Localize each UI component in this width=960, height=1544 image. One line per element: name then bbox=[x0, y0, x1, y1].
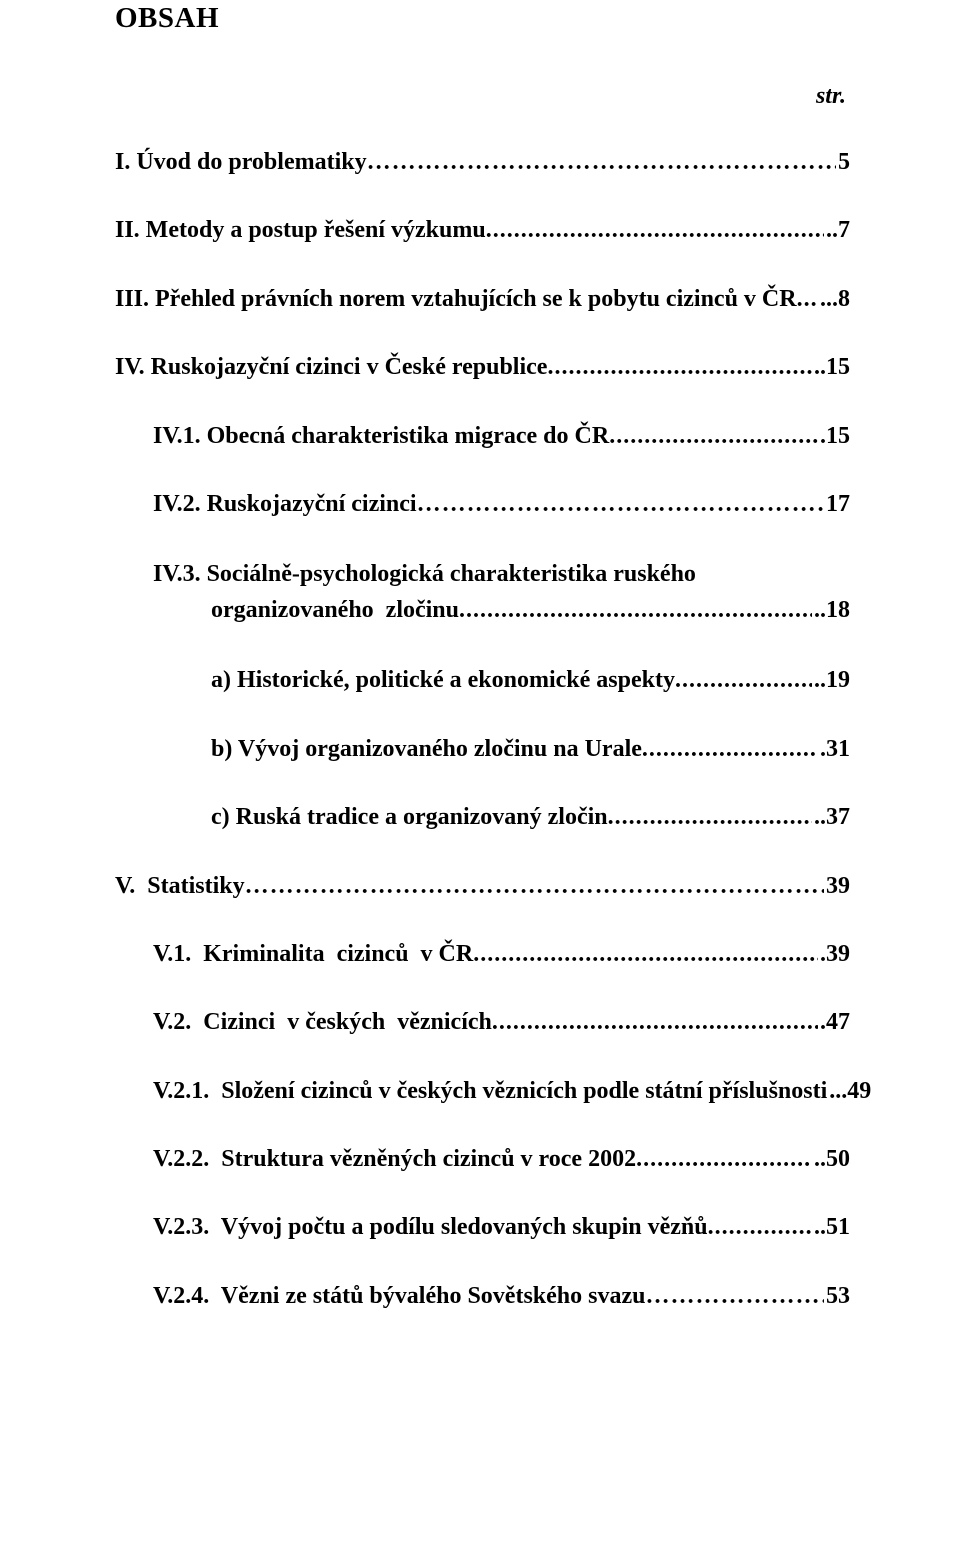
toc-entry: IV.2. Ruskojazyční cizinci …………………………………… bbox=[115, 488, 850, 520]
toc-label: a) Historické, politické a ekonomické as… bbox=[211, 664, 675, 696]
toc-entry: III. Přehled právních norem vztahujících… bbox=[115, 283, 850, 315]
toc-entry: V.1. Kriminalita cizinců v ČR ..........… bbox=[115, 938, 850, 970]
page-number-heading: str. bbox=[115, 83, 850, 110]
toc-page: ..19 bbox=[812, 664, 850, 696]
toc-page: 5 bbox=[836, 146, 850, 178]
toc-page: 39 bbox=[824, 870, 850, 902]
toc-page: ..37 bbox=[812, 801, 850, 833]
toc-leader: ........................................… bbox=[492, 1006, 818, 1038]
toc-leader: ………………………………………………………………………………… bbox=[645, 1280, 824, 1312]
toc-entry: V.2. Cizinci v českých věznicích .......… bbox=[115, 1006, 850, 1038]
toc-entry: IV.1. Obecná charakteristika migrace do … bbox=[115, 420, 850, 452]
toc-label: III. Přehled právních norem vztahujících… bbox=[115, 283, 797, 315]
toc-label: IV.3. Sociálně-psychologická charakteris… bbox=[153, 556, 850, 592]
toc-page: ..18 bbox=[812, 592, 850, 628]
toc-label: V.2.4. Vězni ze států bývalého Sovětskéh… bbox=[153, 1280, 645, 1312]
toc-leader: ........................................… bbox=[486, 214, 824, 246]
toc-page: ..7 bbox=[824, 214, 850, 246]
toc-page: ..50 bbox=[812, 1143, 850, 1175]
toc-page: ...8 bbox=[818, 283, 850, 315]
toc-label: IV. Ruskojazyční cizinci v České republi… bbox=[115, 351, 547, 383]
toc-page: 17 bbox=[824, 488, 850, 520]
toc-entry: V.2.2. Struktura vězněných cizinců v roc… bbox=[115, 1143, 850, 1175]
toc-leader: ........................................… bbox=[708, 1211, 812, 1243]
toc-label: I. Úvod do problematiky bbox=[115, 146, 367, 178]
toc-label: V.1. Kriminalita cizinců v ČR bbox=[153, 938, 473, 970]
toc-label: b) Vývoj organizovaného zločinu na Urale bbox=[211, 733, 642, 765]
toc-leader: ........................................… bbox=[608, 801, 812, 833]
toc-label: V. Statistiky bbox=[115, 870, 245, 902]
toc-leader: ........................................… bbox=[609, 420, 818, 452]
toc-label: IV.1. Obecná charakteristika migrace do … bbox=[153, 420, 609, 452]
toc-entry: c) Ruská tradice a organizovaný zločin .… bbox=[115, 801, 850, 833]
toc-page: .31 bbox=[818, 733, 850, 765]
toc-page: ..15 bbox=[812, 351, 850, 383]
toc-leader: ........................................… bbox=[797, 283, 818, 315]
toc-leader: ........................................… bbox=[675, 664, 812, 696]
page-title: OBSAH bbox=[115, 0, 850, 35]
toc-entry: V.2.3. Vývoj počtu a podílu sledovaných … bbox=[115, 1211, 850, 1243]
toc-leader: ………………………………………………………………………………… bbox=[245, 870, 824, 902]
toc-page: ...49 bbox=[827, 1075, 871, 1107]
toc-label: V.2. Cizinci v českých věznicích bbox=[153, 1006, 492, 1038]
toc-label: IV.2. Ruskojazyční cizinci bbox=[153, 488, 417, 520]
toc-leader: ........................................… bbox=[642, 733, 818, 765]
toc-entry: a) Historické, politické a ekonomické as… bbox=[115, 664, 850, 696]
toc-entry: IV.3. Sociálně-psychologická charakteris… bbox=[115, 556, 850, 628]
toc-label: II. Metody a postup řešení výzkumu bbox=[115, 214, 486, 246]
toc-leader: ………………………………………………………………………………… bbox=[367, 146, 836, 178]
toc-leader: ........................................… bbox=[636, 1143, 812, 1175]
toc-label-cont: organizovaného zločinu bbox=[211, 592, 459, 628]
toc-leader: ........................................… bbox=[547, 351, 812, 383]
toc-entry: II. Metody a postup řešení výzkumu .....… bbox=[115, 214, 850, 246]
toc-page: .15 bbox=[818, 420, 850, 452]
toc-entry: V.2.4. Vězni ze států bývalého Sovětskéh… bbox=[115, 1280, 850, 1312]
toc-leader: ………………………………………………………………………………… bbox=[417, 488, 824, 520]
toc-label: V.2.2. Struktura vězněných cizinců v roc… bbox=[153, 1143, 636, 1175]
toc-page: OBSAH str. I. Úvod do problematiky ……………… bbox=[0, 0, 960, 1544]
toc-entry: b) Vývoj organizovaného zločinu na Urale… bbox=[115, 733, 850, 765]
toc-label: c) Ruská tradice a organizovaný zločin bbox=[211, 801, 608, 833]
toc-page: .47 bbox=[818, 1006, 850, 1038]
toc-entry: V. Statistiky ……………………………………………………………………… bbox=[115, 870, 850, 902]
toc-entry: V.2.1. Složení cizinců v českých věznicí… bbox=[115, 1075, 850, 1107]
toc-leader: ........................................… bbox=[459, 592, 812, 628]
toc-entry: IV. Ruskojazyční cizinci v České republi… bbox=[115, 351, 850, 383]
toc-entry: I. Úvod do problematiky …………………………………………… bbox=[115, 146, 850, 178]
toc-leader: ........................................… bbox=[473, 938, 818, 970]
toc-label: V.2.1. Složení cizinců v českých věznicí… bbox=[153, 1075, 827, 1107]
toc-page: 53 bbox=[824, 1280, 850, 1312]
toc-page: ..51 bbox=[812, 1211, 850, 1243]
toc-page: .39 bbox=[818, 938, 850, 970]
toc-label: V.2.3. Vývoj počtu a podílu sledovaných … bbox=[153, 1211, 708, 1243]
